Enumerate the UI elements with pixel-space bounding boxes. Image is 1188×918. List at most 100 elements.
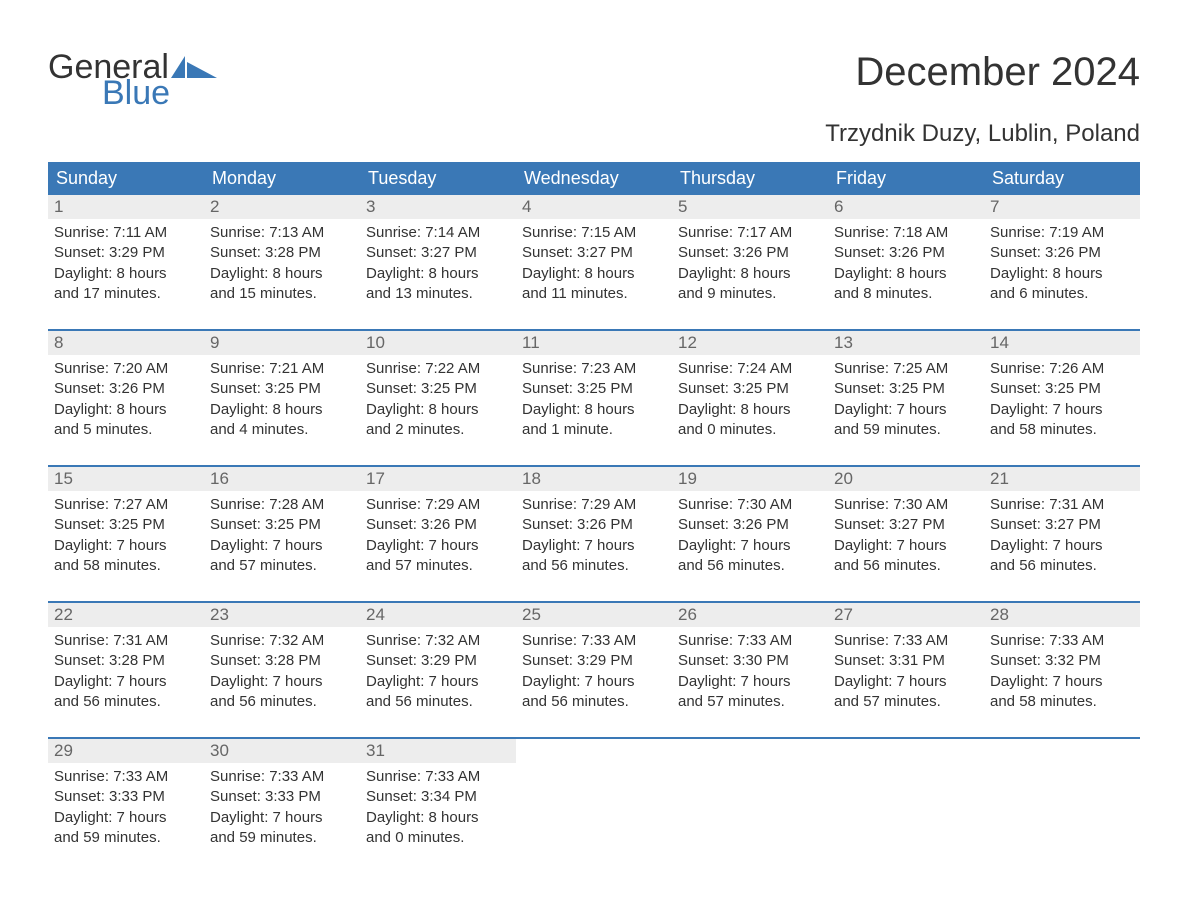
day-number: 19	[678, 469, 697, 488]
daylight-line1: Daylight: 7 hours	[54, 672, 198, 692]
day-number: 21	[990, 469, 1009, 488]
day-number: 6	[834, 197, 843, 216]
sunrise-text: Sunrise: 7:33 AM	[834, 631, 978, 651]
daylight-line2: and 56 minutes.	[678, 556, 822, 576]
day-number: 3	[366, 197, 375, 216]
sunrise-text: Sunrise: 7:30 AM	[678, 495, 822, 515]
daylight-line1: Daylight: 7 hours	[834, 672, 978, 692]
sunset-text: Sunset: 3:26 PM	[678, 515, 822, 535]
day-number: 10	[366, 333, 385, 352]
day-number: 27	[834, 605, 853, 624]
sunrise-text: Sunrise: 7:32 AM	[210, 631, 354, 651]
calendar-day	[516, 739, 672, 859]
sunrise-text: Sunrise: 7:29 AM	[366, 495, 510, 515]
calendar-day: 27Sunrise: 7:33 AMSunset: 3:31 PMDayligh…	[828, 603, 984, 723]
logo: General Blue	[48, 50, 217, 110]
sunrise-text: Sunrise: 7:14 AM	[366, 223, 510, 243]
dow-saturday: Saturday	[984, 162, 1140, 195]
day-body: Sunrise: 7:24 AMSunset: 3:25 PMDaylight:…	[672, 355, 828, 446]
daylight-line2: and 57 minutes.	[366, 556, 510, 576]
day-number: 17	[366, 469, 385, 488]
dow-tuesday: Tuesday	[360, 162, 516, 195]
daylight-line2: and 58 minutes.	[54, 556, 198, 576]
calendar-day: 14Sunrise: 7:26 AMSunset: 3:25 PMDayligh…	[984, 331, 1140, 451]
day-number-row: 25	[516, 603, 672, 627]
daylight-line2: and 13 minutes.	[366, 284, 510, 304]
sunset-text: Sunset: 3:25 PM	[522, 379, 666, 399]
sunset-text: Sunset: 3:28 PM	[210, 651, 354, 671]
daylight-line2: and 0 minutes.	[366, 828, 510, 848]
calendar-week: 29Sunrise: 7:33 AMSunset: 3:33 PMDayligh…	[48, 737, 1140, 859]
daylight-line2: and 17 minutes.	[54, 284, 198, 304]
daylight-line2: and 6 minutes.	[990, 284, 1134, 304]
day-number: 1	[54, 197, 63, 216]
calendar-day: 3 Sunrise: 7:14 AMSunset: 3:27 PMDaylight…	[360, 195, 516, 315]
day-number: 20	[834, 469, 853, 488]
day-number-row: 19	[672, 467, 828, 491]
sunrise-text: Sunrise: 7:31 AM	[990, 495, 1134, 515]
sunset-text: Sunset: 3:28 PM	[210, 243, 354, 263]
sunset-text: Sunset: 3:25 PM	[210, 515, 354, 535]
day-number-row: 15	[48, 467, 204, 491]
day-body: Sunrise: 7:33 AMSunset: 3:30 PMDaylight:…	[672, 627, 828, 718]
sunrise-text: Sunrise: 7:23 AM	[522, 359, 666, 379]
sunrise-text: Sunrise: 7:32 AM	[366, 631, 510, 651]
sunset-text: Sunset: 3:25 PM	[54, 515, 198, 535]
daylight-line2: and 58 minutes.	[990, 692, 1134, 712]
sunset-text: Sunset: 3:32 PM	[990, 651, 1134, 671]
logo-word-blue: Blue	[102, 76, 217, 110]
calendar-day: 19 Sunrise: 7:30 AMSunset: 3:26 PMDayligh…	[672, 467, 828, 587]
calendar-day: 23Sunrise: 7:32 AMSunset: 3:28 PMDayligh…	[204, 603, 360, 723]
daylight-line1: Daylight: 7 hours	[678, 536, 822, 556]
calendar-day: 31Sunrise: 7:33 AMSunset: 3:34 PMDayligh…	[360, 739, 516, 859]
sunrise-text: Sunrise: 7:24 AM	[678, 359, 822, 379]
sunset-text: Sunset: 3:26 PM	[678, 243, 822, 263]
sunset-text: Sunset: 3:26 PM	[834, 243, 978, 263]
daylight-line1: Daylight: 7 hours	[366, 672, 510, 692]
calendar-week: 8Sunrise: 7:20 AMSunset: 3:26 PMDaylight…	[48, 329, 1140, 451]
daylight-line1: Daylight: 8 hours	[522, 400, 666, 420]
daylight-line2: and 0 minutes.	[678, 420, 822, 440]
day-number: 25	[522, 605, 541, 624]
sunset-text: Sunset: 3:29 PM	[366, 651, 510, 671]
day-number-row: 30	[204, 739, 360, 763]
daylight-line2: and 9 minutes.	[678, 284, 822, 304]
day-body: Sunrise: 7:32 AMSunset: 3:29 PMDaylight:…	[360, 627, 516, 718]
day-number-row: 18	[516, 467, 672, 491]
daylight-line1: Daylight: 7 hours	[834, 400, 978, 420]
daylight-line2: and 59 minutes.	[54, 828, 198, 848]
calendar-day	[672, 739, 828, 859]
sunset-text: Sunset: 3:30 PM	[678, 651, 822, 671]
sunrise-text: Sunrise: 7:33 AM	[210, 767, 354, 787]
day-number-row: 13	[828, 331, 984, 355]
day-body: Sunrise: 7:14 AMSunset: 3:27 PMDaylight:…	[360, 219, 516, 310]
day-number-row: 11	[516, 331, 672, 355]
dow-friday: Friday	[828, 162, 984, 195]
daylight-line1: Daylight: 8 hours	[834, 264, 978, 284]
sunset-text: Sunset: 3:33 PM	[54, 787, 198, 807]
day-number: 9	[210, 333, 219, 352]
day-number: 30	[210, 741, 229, 760]
daylight-line1: Daylight: 7 hours	[54, 808, 198, 828]
day-number-row: 12	[672, 331, 828, 355]
calendar-day: 21 Sunrise: 7:31 AMSunset: 3:27 PMDayligh…	[984, 467, 1140, 587]
day-number-row: 28	[984, 603, 1140, 627]
dow-sunday: Sunday	[48, 162, 204, 195]
sunset-text: Sunset: 3:26 PM	[54, 379, 198, 399]
calendar-day: 6 Sunrise: 7:18 AMSunset: 3:26 PMDaylight…	[828, 195, 984, 315]
daylight-line2: and 57 minutes.	[834, 692, 978, 712]
day-body: Sunrise: 7:18 AMSunset: 3:26 PMDaylight:…	[828, 219, 984, 310]
sunset-text: Sunset: 3:25 PM	[990, 379, 1134, 399]
calendar-day: 1Sunrise: 7:11 AMSunset: 3:29 PMDaylight…	[48, 195, 204, 315]
calendar-day	[984, 739, 1140, 859]
calendar-day: 30Sunrise: 7:33 AMSunset: 3:33 PMDayligh…	[204, 739, 360, 859]
sunset-text: Sunset: 3:25 PM	[366, 379, 510, 399]
day-body: Sunrise: 7:31 AMSunset: 3:27 PMDaylight:…	[984, 491, 1140, 582]
daylight-line1: Daylight: 7 hours	[366, 536, 510, 556]
day-body: Sunrise: 7:27 AMSunset: 3:25 PMDaylight:…	[48, 491, 204, 582]
daylight-line2: and 56 minutes.	[522, 556, 666, 576]
sunrise-text: Sunrise: 7:33 AM	[990, 631, 1134, 651]
day-number-row: 16	[204, 467, 360, 491]
sunrise-text: Sunrise: 7:33 AM	[366, 767, 510, 787]
dow-wednesday: Wednesday	[516, 162, 672, 195]
